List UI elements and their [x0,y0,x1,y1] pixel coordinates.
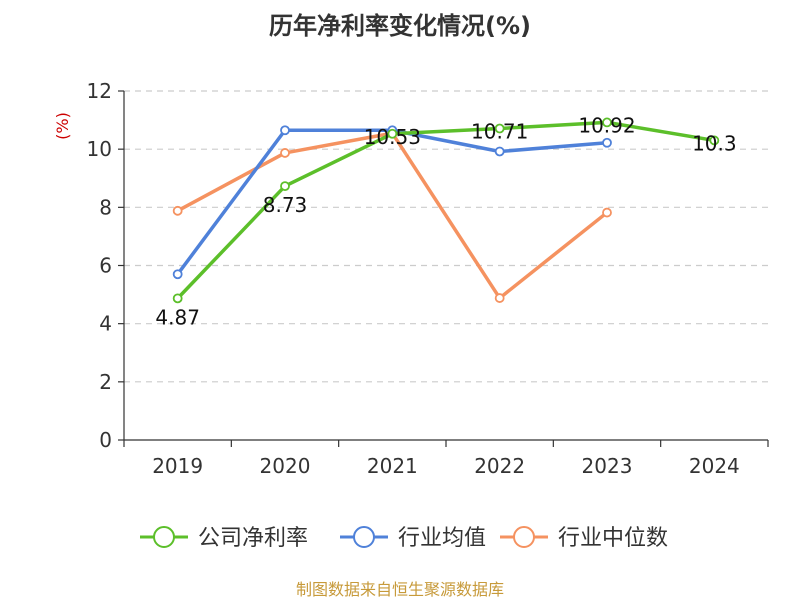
data-label-2020: 8.73 [263,193,308,217]
data-point-s0-2020 [280,181,290,192]
data-label-2022: 10.71 [471,120,528,144]
data-point-s0-2024 [709,135,720,146]
series-layer [172,117,720,304]
legend-label-0: 公司净利率 [198,526,308,551]
data-label-2021: 10.53 [364,125,421,149]
legend-marker-2 [513,526,535,548]
data-point-s2-2020 [280,148,290,158]
legend-item-0: 公司净利率 [140,526,308,551]
y-tick-label-2: 2 [99,370,112,394]
series-line-0 [175,120,717,301]
source-footer: 制图数据来自恒生聚源数据库 [296,580,504,599]
data-point-s1-2020 [280,125,290,136]
data-point-s0-2021 [387,128,398,139]
data-point-s0-2022 [494,123,505,134]
legend-label-2: 行业中位数 [558,526,668,551]
x-tick-label-2021: 2021 [367,454,418,478]
x-tick-label-2024: 2024 [689,454,740,478]
axis-layer: 0 2 4 6 8 10 12 2019 2020 2021 2022 2023 2024 [87,79,769,478]
y-tick-label-8: 8 [99,195,112,219]
legend-marker-0 [153,526,175,548]
x-tick-label-2023: 2023 [582,454,633,478]
data-point-s1-2023 [602,137,612,148]
y-tick-label-12: 12 [87,79,112,103]
y-tick-label-10: 10 [87,137,112,161]
legend-marker-1 [353,526,375,548]
y-tick-label-6: 6 [99,254,112,278]
data-point-s2-2019 [172,205,183,216]
series-line-2 [175,131,609,300]
y-axis-label: (%) [53,112,72,140]
data-point-s1-2019 [172,269,183,280]
data-label-2023: 10.92 [578,113,635,137]
y-tick-label-4: 4 [99,312,112,336]
x-tick-label-2022: 2022 [474,454,525,478]
legend: 公司净利率 行业均值 行业中位数 [140,526,668,551]
data-point-s1-2022 [494,146,505,157]
legend-item-1: 行业均值 [340,526,486,551]
y-tick-label-0: 0 [99,428,112,452]
data-point-s2-2023 [602,207,612,218]
x-tick-label-2019: 2019 [152,454,203,478]
legend-item-2: 行业中位数 [500,526,668,551]
data-label-layer: 4.87 8.73 10.53 10.71 10.92 10.3 [155,113,736,329]
data-label-2019: 4.87 [155,305,200,329]
x-tick-label-2020: 2020 [260,454,311,478]
grid-layer [124,90,768,383]
legend-label-1: 行业均值 [398,526,486,551]
data-point-s0-2023 [602,117,612,128]
data-label-2024: 10.3 [692,131,737,155]
series-line-1 [175,128,609,276]
data-point-s0-2019 [172,293,183,304]
data-point-s2-2022 [494,293,505,303]
chart-title: 历年净利率变化情况(%) [269,12,531,40]
